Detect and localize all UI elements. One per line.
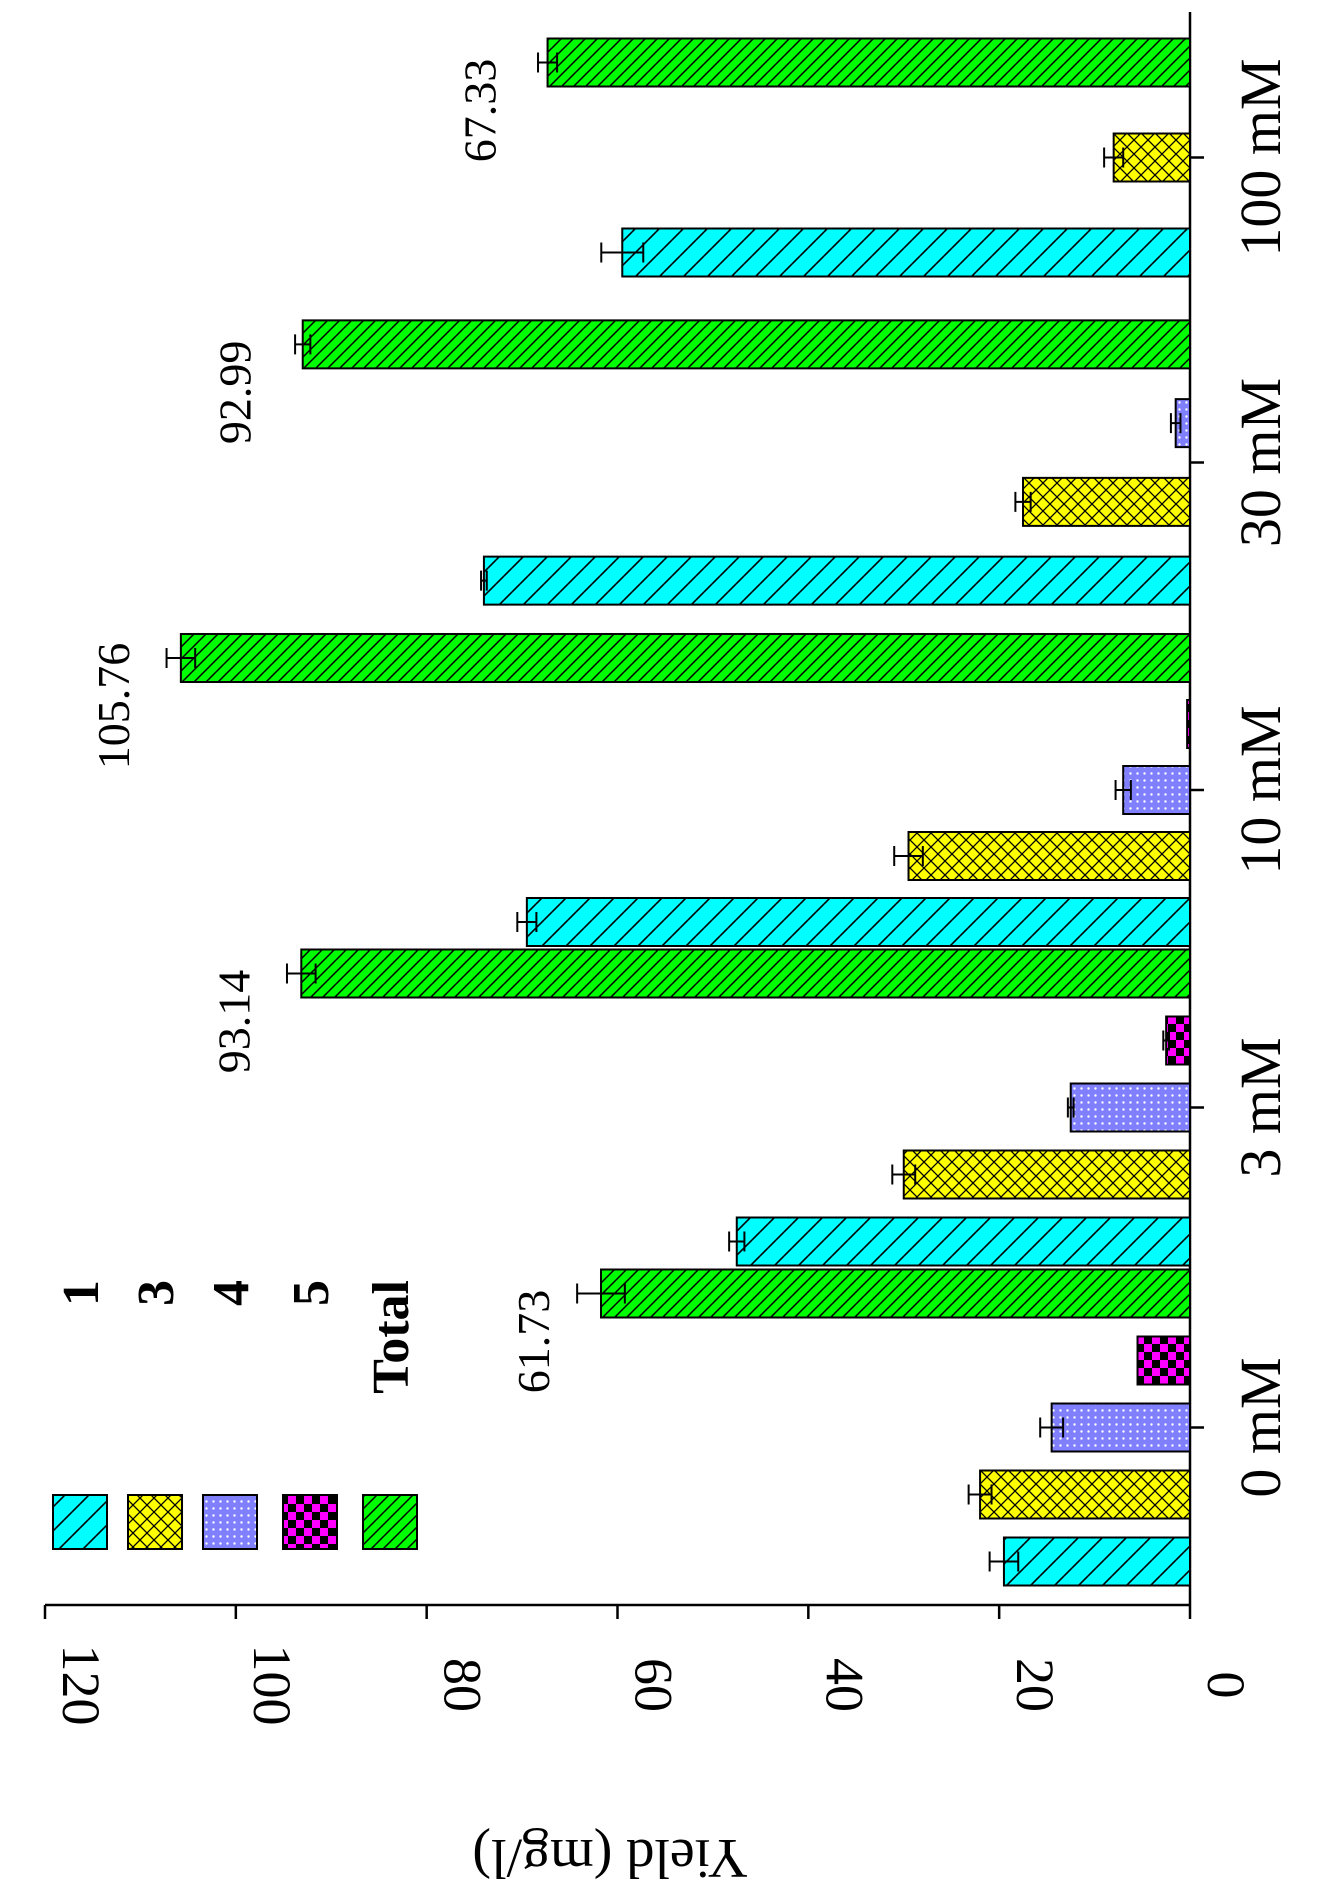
total-value-label: 105.76 [88,643,139,770]
legend-swatch-5 [282,1494,338,1550]
bar-1 [735,1216,1191,1267]
total-value-label: 67.33 [455,59,506,163]
x-tick-label: 10 mM [1228,705,1293,874]
y-tick-label: 80 [433,1658,493,1712]
y-axis-label: Yield (mg/l) [472,1827,747,1889]
x-tick-label: 3 mM [1228,1037,1293,1177]
y-tick-label: 20 [1005,1658,1065,1712]
bar-1 [621,227,1191,278]
bar-3 [907,831,1191,881]
x-tick-label: 100 mM [1228,58,1293,256]
legend-swatch-total [362,1494,418,1550]
bar-total [546,37,1191,88]
bar-total [599,1268,1191,1319]
total-value-label: 92.99 [210,341,261,445]
bar-1 [525,897,1191,947]
y-tick-label: 100 [242,1645,302,1726]
y-tick-label: 40 [814,1658,874,1712]
bar-4 [1069,1082,1191,1133]
x-tick-label: 30 mM [1228,378,1293,547]
bar-3 [902,1149,1191,1200]
legend-swatch-1 [52,1494,108,1550]
bar-total [179,633,1191,683]
bar-3 [1022,476,1191,527]
legend-swatch-4 [202,1494,258,1550]
x-tick-label: 0 mM [1228,1357,1293,1497]
legend-label: 4 [203,1280,260,1306]
legend-label: 1 [53,1280,110,1306]
bar-total [301,319,1192,370]
legend-swatch-3 [127,1494,183,1550]
total-value-label: 93.14 [208,970,259,1074]
y-tick-label: 0 [1196,1672,1256,1699]
bar-total [300,948,1191,999]
legend: 1 3 4 5 Total [52,1280,420,1550]
bar-4 [1122,765,1192,815]
bar-1 [482,555,1191,606]
bar-4 [1050,1402,1192,1453]
bar-5 [1136,1335,1192,1386]
total-value-label: 61.73 [508,1290,559,1394]
bar-5 [1186,699,1191,749]
y-tick-label: 120 [51,1645,111,1726]
bar-3 [1112,132,1191,183]
bar-3 [979,1469,1191,1520]
bar-1 [1002,1536,1191,1587]
y-tick-label: 60 [624,1658,684,1712]
legend-label: 3 [128,1280,185,1306]
legend-label: Total [363,1280,420,1394]
legend-label: 5 [283,1280,340,1306]
